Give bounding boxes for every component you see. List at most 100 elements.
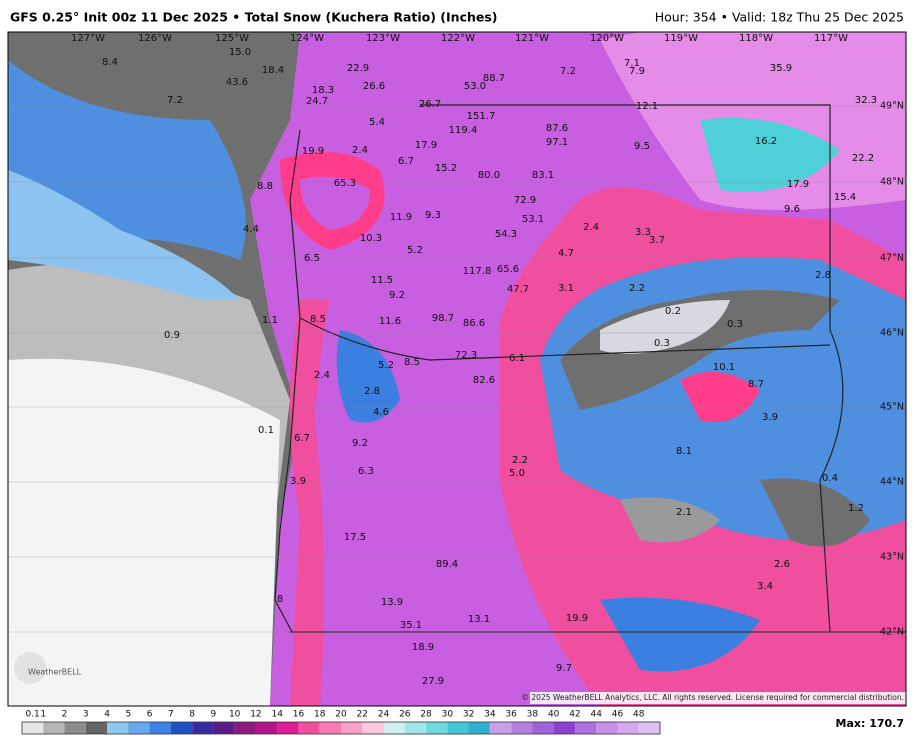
snow-total-label: 3.9 — [290, 476, 306, 487]
snow-total-label: 10.1 — [713, 362, 735, 373]
snow-total-label: 72.3 — [455, 350, 477, 361]
snow-total-label: 6.5 — [304, 253, 320, 264]
snow-total-label: 65.3 — [334, 178, 356, 189]
snow-total-label: 86.6 — [463, 318, 485, 329]
snow-total-label: 7.1 — [624, 58, 640, 69]
colorbar-swatch — [85, 722, 108, 734]
snow-total-label: 97.1 — [546, 137, 568, 148]
snow-total-label: 11.6 — [379, 316, 401, 327]
longitude-label: 127°W — [71, 33, 105, 44]
snow-total-label: 12.1 — [636, 101, 658, 112]
snow-total-label: 47.7 — [507, 284, 529, 295]
logo: WeatherBELL — [28, 668, 82, 677]
snow-total-label: 3.3 — [635, 227, 651, 238]
header-valid: Hour: 354 • Valid: 18z Thu 25 Dec 2025 — [655, 10, 904, 25]
snow-total-label: 2.8 — [364, 386, 380, 397]
snow-total-label: 2.2 — [512, 455, 528, 466]
snow-total-label: 6.7 — [398, 156, 414, 167]
longitude-label: 123°W — [366, 33, 400, 44]
snow-total-label: 3.7 — [649, 235, 665, 246]
snow-total-label: 19.9 — [566, 613, 588, 624]
snow-total-label: 2.4 — [352, 145, 368, 156]
snow-total-label: 8.7 — [748, 379, 764, 390]
header-title: GFS 0.25° Init 00z 11 Dec 2025 • Total S… — [10, 10, 498, 25]
colorbar-swatch — [404, 722, 427, 734]
snow-total-label: 19.9 — [302, 146, 324, 157]
colorbar-label: 30 — [442, 710, 454, 720]
snow-total-label: 9.5 — [634, 141, 650, 152]
snow-total-label: 17.9 — [415, 140, 437, 151]
snow-total-label: 0.4 — [822, 473, 838, 484]
colorbar-label: 22 — [357, 710, 368, 720]
colorbar-label: 44 — [590, 710, 602, 720]
snow-total-label: 22.2 — [852, 153, 874, 164]
snow-total-label: 3.9 — [762, 412, 778, 423]
colorbar-label: 34 — [484, 710, 496, 720]
colorbar-label: 8 — [189, 710, 195, 720]
snow-total-label: 15.2 — [435, 163, 457, 174]
snow-total-label: 2.4 — [314, 370, 330, 381]
snow-total-label: 6.7 — [294, 433, 310, 444]
colorbar-swatch — [255, 722, 278, 734]
snow-total-label: 6.1 — [509, 353, 525, 364]
snow-total-label: 10.3 — [360, 233, 382, 244]
snow-total-label: 4.7 — [558, 248, 574, 259]
colorbar-label: 1 — [40, 710, 46, 720]
longitude-label: 119°W — [664, 33, 698, 44]
colorbar-label: 26 — [399, 710, 411, 720]
snow-total-label: 16.2 — [755, 136, 777, 147]
longitude-label: 121°W — [515, 33, 549, 44]
colorbar-label: 0.1 — [25, 710, 39, 720]
snow-total-label: 13.1 — [468, 614, 490, 625]
colorbar-label: 16 — [293, 710, 305, 720]
snow-total-label: 3.1 — [558, 283, 574, 294]
snow-total-label: 2.4 — [583, 222, 599, 233]
snow-total-label: 80.0 — [478, 170, 500, 181]
longitude-label: 126°W — [138, 33, 172, 44]
snow-total-label: 18.9 — [412, 642, 434, 653]
snow-total-label: 9.6 — [784, 204, 800, 215]
snow-total-label: 7.2 — [167, 95, 183, 106]
snow-total-label: 5.0 — [509, 468, 525, 479]
colorbar-swatch — [298, 722, 320, 734]
longitude-label: 124°W — [290, 33, 324, 44]
snow-total-label: 27.9 — [422, 676, 444, 687]
snow-total-label: 8.5 — [310, 314, 326, 325]
snow-total-label: 9.2 — [352, 438, 368, 449]
snow-total-label: 11.5 — [371, 275, 393, 286]
snow-total-label: 53.0 — [464, 81, 486, 92]
snow-total-label: 88.7 — [483, 73, 505, 84]
colorbar-frame — [21, 721, 661, 735]
snow-total-label: 87.6 — [546, 123, 568, 134]
latitude-label: 47°N — [880, 253, 904, 264]
colorbar-swatch — [170, 722, 193, 734]
colorbar-label: 14 — [271, 710, 283, 720]
snow-total-label: 5.4 — [369, 117, 385, 128]
snow-total-label: 22.9 — [347, 63, 369, 74]
latitude-label: 48°N — [880, 177, 904, 188]
snow-total-label: 35.9 — [770, 63, 792, 74]
snow-total-label: 24.7 — [306, 96, 328, 107]
colorbar-label: 18 — [314, 710, 326, 720]
snow-total-label: 26.6 — [363, 81, 385, 92]
colorbar-swatch — [468, 722, 490, 734]
max-label: Max: 170.7 — [836, 717, 905, 730]
snow-total-label: 43.6 — [226, 77, 248, 88]
colorbar-label: 36 — [505, 710, 517, 720]
colorbar-label: 20 — [335, 710, 347, 720]
snow-total-label: 17.5 — [344, 532, 366, 543]
colorbar-swatch — [319, 722, 341, 734]
colorbar-label: 46 — [612, 710, 624, 720]
snow-total-label: 0.3 — [654, 338, 670, 349]
colorbar-label: 2 — [62, 710, 68, 720]
snow-total-label: 35.1 — [400, 620, 422, 631]
colorbar-swatch — [447, 722, 469, 734]
snow-total-label: 8.4 — [102, 57, 118, 68]
copyright: © 2025 WeatherBELL Analytics, LLC. All r… — [522, 693, 904, 702]
snow-total-label: 65.6 — [497, 264, 519, 275]
colorbar-label: 9 — [211, 710, 217, 720]
snow-total-label: 17.9 — [787, 179, 809, 190]
colorbar-label: 24 — [378, 710, 390, 720]
snow-total-label: 26.7 — [419, 99, 441, 110]
